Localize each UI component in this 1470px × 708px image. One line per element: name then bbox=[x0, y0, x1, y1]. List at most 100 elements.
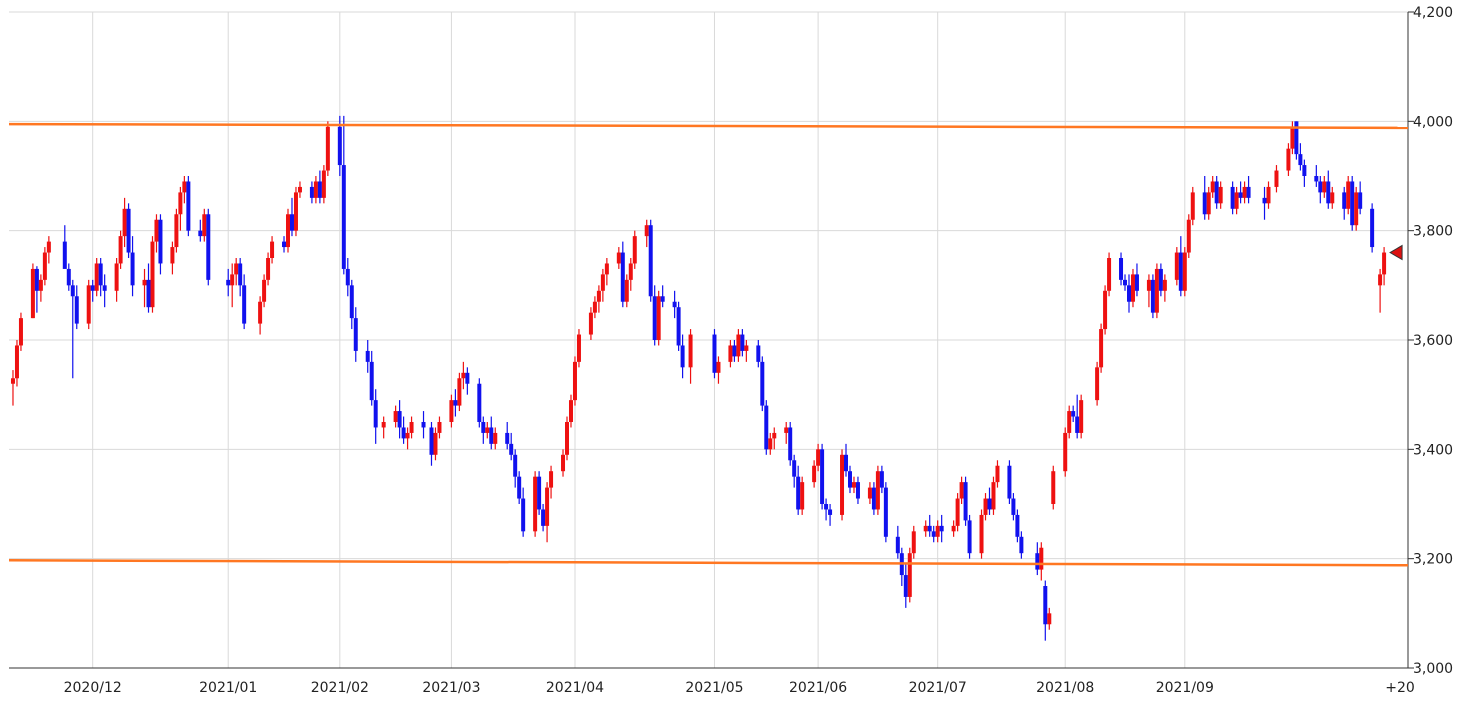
candle-body bbox=[1214, 181, 1219, 204]
candle bbox=[230, 263, 235, 308]
candle-body bbox=[923, 525, 928, 532]
candle bbox=[1075, 394, 1080, 439]
candle bbox=[1210, 176, 1215, 198]
candle-body bbox=[596, 290, 601, 302]
candle-body bbox=[1043, 586, 1048, 625]
candle bbox=[437, 416, 442, 439]
candle bbox=[983, 493, 988, 521]
candle bbox=[150, 236, 155, 313]
candle-body bbox=[959, 482, 964, 499]
candle bbox=[680, 334, 685, 379]
candle bbox=[1318, 176, 1323, 204]
candle bbox=[345, 258, 350, 297]
candle bbox=[1238, 181, 1243, 204]
candle bbox=[995, 460, 1000, 488]
candle bbox=[588, 307, 593, 340]
candle-body bbox=[1119, 258, 1124, 280]
candle-body bbox=[740, 334, 745, 351]
candle-body bbox=[1162, 279, 1167, 291]
candle-body bbox=[345, 268, 350, 286]
candle-body bbox=[437, 422, 442, 433]
candle bbox=[242, 274, 247, 330]
candle-body bbox=[481, 422, 486, 433]
candle bbox=[309, 181, 314, 204]
candle-body bbox=[624, 279, 629, 302]
candle-body bbox=[1051, 471, 1056, 504]
candle bbox=[130, 236, 135, 297]
candle bbox=[174, 208, 179, 253]
candle-body bbox=[1011, 498, 1016, 515]
candle bbox=[963, 476, 968, 526]
candle bbox=[505, 422, 510, 450]
candle bbox=[146, 263, 151, 313]
candle-body bbox=[1063, 432, 1068, 472]
candle bbox=[652, 285, 657, 346]
candle-body bbox=[289, 214, 294, 231]
candle bbox=[979, 509, 984, 559]
candle-body bbox=[70, 285, 75, 297]
candle bbox=[485, 422, 490, 439]
x-tick-label: 2021/07 bbox=[909, 680, 967, 696]
candle-body bbox=[286, 214, 291, 248]
candle-body bbox=[1298, 154, 1303, 166]
candle bbox=[744, 340, 749, 362]
candle bbox=[365, 340, 370, 373]
candle-body bbox=[489, 427, 494, 444]
candle bbox=[34, 266, 39, 313]
candle-body bbox=[94, 263, 99, 291]
candle-body bbox=[341, 165, 346, 269]
candle bbox=[1035, 542, 1040, 576]
candle-body bbox=[317, 181, 322, 198]
candle bbox=[1218, 181, 1223, 209]
candle bbox=[258, 296, 263, 335]
candle-body bbox=[230, 274, 235, 286]
candle bbox=[851, 476, 856, 494]
candle bbox=[1134, 263, 1139, 297]
candle bbox=[533, 471, 538, 537]
x-tick-label: 2021/03 bbox=[422, 680, 480, 696]
candle-body bbox=[38, 279, 43, 291]
candle-body bbox=[353, 318, 358, 351]
candle bbox=[871, 482, 876, 515]
candle bbox=[142, 268, 147, 308]
candle bbox=[764, 400, 769, 455]
candle-body bbox=[1262, 197, 1267, 204]
candle bbox=[1246, 176, 1251, 204]
candle-body bbox=[1326, 181, 1331, 204]
candle-body bbox=[433, 432, 438, 455]
candle-body bbox=[46, 241, 51, 253]
candle-body bbox=[963, 482, 968, 521]
candle bbox=[620, 241, 625, 308]
candle bbox=[1326, 170, 1331, 209]
candle bbox=[1354, 186, 1359, 231]
candle-body bbox=[453, 400, 458, 406]
x-tick-label: +20 bbox=[1385, 680, 1415, 696]
candle-body bbox=[796, 476, 801, 510]
candle bbox=[198, 219, 203, 242]
candle bbox=[353, 307, 358, 362]
candle bbox=[824, 498, 829, 521]
candle-body bbox=[927, 525, 932, 532]
candle-body bbox=[1314, 176, 1319, 182]
candle-body bbox=[1274, 170, 1279, 187]
candle bbox=[549, 465, 554, 499]
candle bbox=[840, 449, 845, 521]
candle bbox=[313, 176, 318, 204]
candle-body bbox=[628, 263, 633, 280]
candle bbox=[1051, 465, 1056, 510]
candle-body bbox=[545, 487, 550, 526]
candle bbox=[1206, 186, 1211, 220]
candle bbox=[102, 274, 107, 308]
candle-body bbox=[477, 383, 482, 422]
candle-body bbox=[1067, 411, 1072, 433]
candle bbox=[509, 432, 514, 461]
candle-body bbox=[788, 427, 793, 461]
candle-body bbox=[1099, 329, 1104, 368]
candle-body bbox=[1290, 126, 1295, 149]
candle-body bbox=[42, 252, 47, 280]
candle-body bbox=[652, 296, 657, 340]
candle-body bbox=[202, 214, 207, 237]
candle-body bbox=[226, 279, 231, 286]
candle-body bbox=[405, 432, 410, 439]
